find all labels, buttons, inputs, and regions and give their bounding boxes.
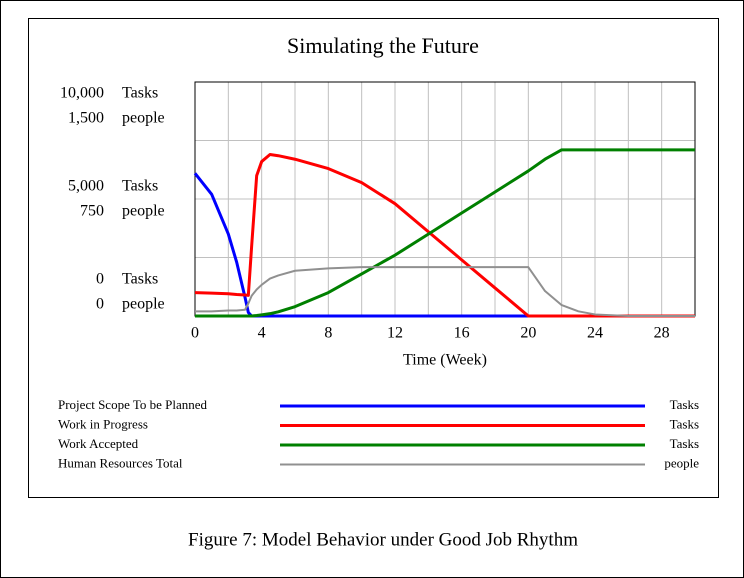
y-tick-unit: Tasks [122,85,158,102]
x-tick-label: 24 [587,325,603,342]
x-tick-label: 8 [324,325,332,342]
y2-tick-label: 1,500 [68,110,104,127]
legend-label: Human Resources Total [58,455,183,470]
x-tick-label: 16 [454,325,470,342]
y2-tick-label: 0 [96,296,104,313]
legend-unit: Tasks [670,397,699,412]
y2-tick-unit: people [122,203,165,220]
chart-title: Simulating the Future [287,33,479,58]
y-tick-unit: Tasks [122,271,158,288]
series-line [195,266,695,317]
y-tick-label: 5,000 [68,178,104,195]
y-tick-label: 10,000 [60,85,104,102]
y-tick-label: 0 [96,271,104,288]
legend-label: Work in Progress [58,416,148,431]
legend-label: Work Accepted [58,436,139,451]
legend-unit: Tasks [670,416,699,431]
x-tick-label: 20 [520,325,536,342]
series-line [195,148,695,318]
x-tick-label: 4 [258,325,266,342]
x-tick-label: 12 [387,325,403,342]
legend-label: Project Scope To be Planned [58,397,208,412]
x-axis-label: Time (Week) [403,352,487,369]
x-tick-label: 28 [654,325,670,342]
legend-unit: Tasks [670,436,699,451]
y-tick-unit: Tasks [122,178,158,195]
legend-unit: people [664,455,699,470]
x-tick-label: 0 [191,325,199,342]
caption: Figure 7: Model Behavior under Good Job … [188,529,578,550]
y2-tick-unit: people [122,110,165,127]
y2-tick-label: 750 [80,203,104,220]
series-line [194,153,695,318]
y2-tick-unit: people [122,296,165,313]
